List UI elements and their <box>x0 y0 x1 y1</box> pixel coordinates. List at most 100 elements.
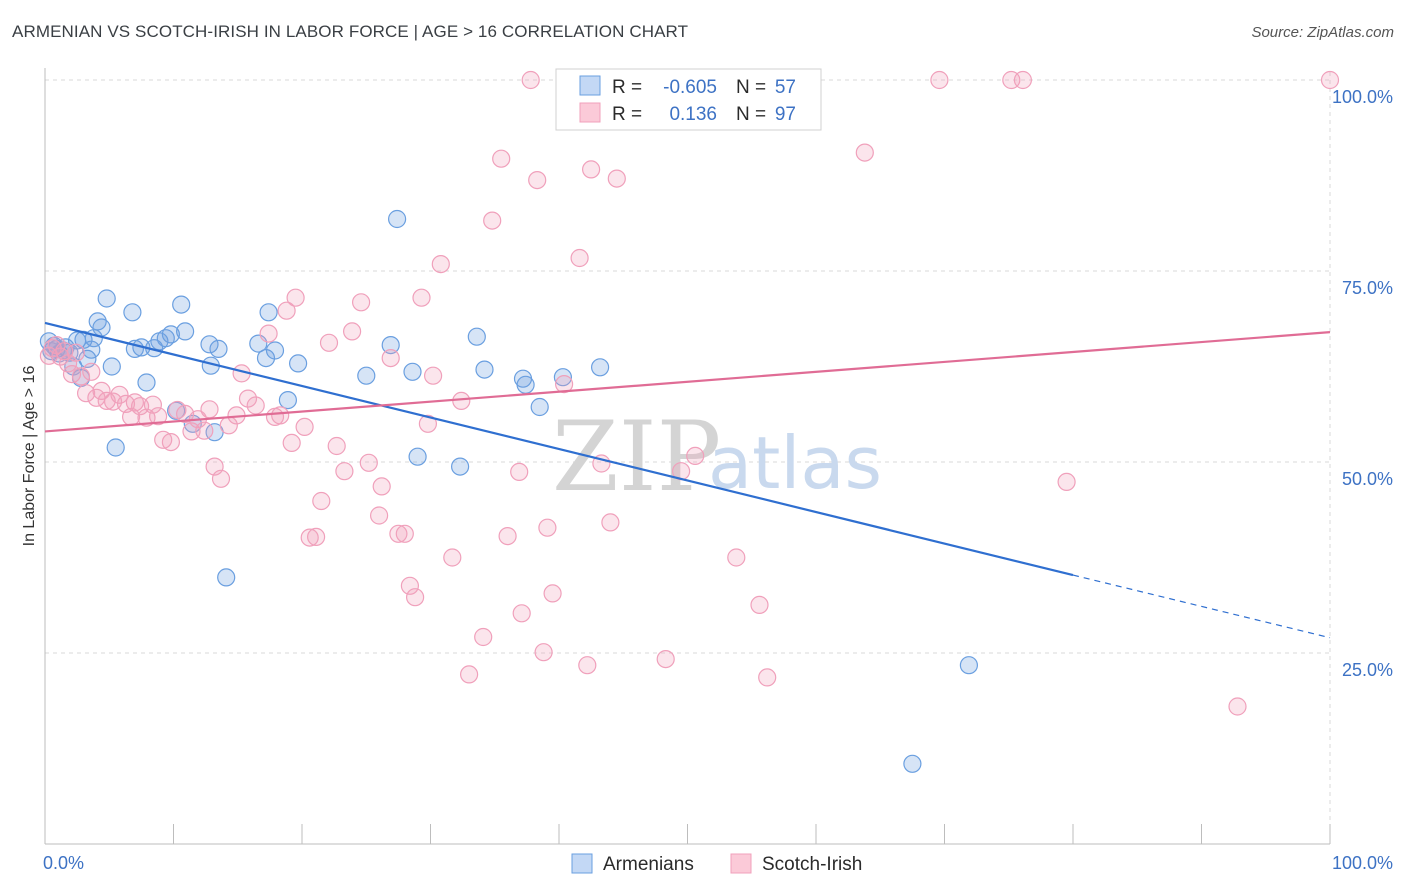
point-armenians-56 <box>903 754 922 773</box>
point-scotch-irish-45 <box>300 528 319 547</box>
point-scotch-irish-82 <box>578 656 597 675</box>
bottom-legend-swatch-armenians <box>571 853 593 874</box>
point-scotch-irish-75 <box>528 171 547 190</box>
point-armenians-55 <box>590 358 610 377</box>
point-armenians-50 <box>475 360 494 379</box>
point-armenians-57 <box>959 656 979 675</box>
bottom-legend-label-armenians: Armenians <box>603 854 694 875</box>
legend-n-value-1: 57 <box>775 77 796 98</box>
point-scotch-irish-38 <box>259 324 278 343</box>
point-armenians-29 <box>172 295 191 314</box>
y-tick-labels: 25.0% 50.0% 75.0% 100.0% <box>1332 87 1393 680</box>
point-scotch-irish-77 <box>538 518 557 537</box>
trend-line-armenians-extension <box>1072 574 1331 639</box>
y-axis-title: In Labor Force | Age > 16 <box>21 366 38 547</box>
point-scotch-irish-55 <box>372 477 391 496</box>
point-armenians-47 <box>408 447 427 466</box>
point-scotch-irish-8 <box>71 367 91 386</box>
point-scotch-irish-53 <box>359 453 378 472</box>
point-scotch-irish-64 <box>431 255 450 274</box>
legend-r-label-1: R = <box>612 77 642 98</box>
point-scotch-irish-7 <box>66 343 85 362</box>
point-scotch-irish-62 <box>418 414 437 433</box>
point-scotch-irish-56 <box>381 349 400 368</box>
point-armenians-40 <box>265 341 285 360</box>
x-tick-label-100: 100.0% <box>1332 853 1393 873</box>
point-scotch-irish-52 <box>352 293 371 312</box>
y-tick-label-50: 50.0% <box>1342 469 1393 489</box>
source-label: Source: ZipAtlas.com <box>1251 24 1394 41</box>
point-scotch-irish-30 <box>200 400 219 419</box>
legend-swatch-armenians <box>579 75 601 96</box>
correlation-legend: R = -0.605 N = 57 R = 0.136 N = 97 <box>555 68 822 131</box>
watermark: ZIP atlas <box>552 401 882 513</box>
point-armenians-19 <box>106 438 125 457</box>
point-scotch-irish-94 <box>855 143 874 162</box>
bottom-legend-label-scotch-irish: Scotch-Irish <box>762 854 862 875</box>
point-scotch-irish-86 <box>607 169 626 188</box>
point-scotch-irish-15 <box>110 385 129 404</box>
point-armenians-35 <box>209 339 228 358</box>
point-armenians-52 <box>516 375 535 394</box>
point-scotch-irish-10 <box>82 362 101 381</box>
point-armenians-53 <box>530 397 549 417</box>
point-scotch-irish-67 <box>460 665 479 684</box>
point-scotch-irish-74 <box>521 70 540 90</box>
point-armenians-16 <box>92 318 111 337</box>
point-scotch-irish-68 <box>474 627 493 647</box>
point-armenians-32 <box>200 335 219 354</box>
point-scotch-irish-21 <box>143 395 162 414</box>
point-scotch-irish-57 <box>389 524 408 543</box>
point-scotch-irish-46 <box>307 527 326 547</box>
point-armenians-18 <box>102 357 121 376</box>
point-scotch-irish-42 <box>282 433 301 452</box>
point-scotch-irish-72 <box>510 462 529 481</box>
legend-n-label-1: N = <box>736 77 766 98</box>
legend-swatch-scotch-irish <box>579 102 601 123</box>
point-scotch-irish-59 <box>400 576 419 595</box>
point-scotch-irish-24 <box>161 433 180 452</box>
point-scotch-irish-48 <box>319 333 339 352</box>
bottom-legend-swatch-scotch-irish <box>730 853 752 874</box>
series-scotch-irish <box>39 70 1340 716</box>
point-armenians-44 <box>381 336 400 355</box>
point-armenians-20 <box>123 303 142 322</box>
point-scotch-irish-29 <box>195 421 214 440</box>
point-scotch-irish-36 <box>238 389 258 408</box>
legend-r-label-2: R = <box>612 104 642 125</box>
point-scotch-irish-78 <box>543 584 562 603</box>
point-scotch-irish-95 <box>930 70 949 90</box>
point-armenians-48 <box>451 457 470 476</box>
legend-r-value-1: -0.605 <box>663 77 717 98</box>
point-scotch-irish-58 <box>395 524 414 543</box>
point-scotch-irish-41 <box>277 301 296 320</box>
point-scotch-irish-79 <box>554 375 574 394</box>
point-scotch-irish-54 <box>370 506 389 525</box>
legend-r-value-2: 0.136 <box>669 104 717 125</box>
point-scotch-irish-90 <box>686 446 705 465</box>
point-scotch-irish-70 <box>492 149 511 168</box>
point-armenians-39 <box>259 303 278 322</box>
point-scotch-irish-65 <box>443 548 462 567</box>
trend-line-armenians <box>44 321 1074 577</box>
point-scotch-irish-97 <box>1013 70 1033 90</box>
point-armenians-45 <box>388 209 407 229</box>
point-scotch-irish-73 <box>512 604 531 623</box>
point-armenians-46 <box>403 362 422 381</box>
point-armenians-43 <box>357 366 376 385</box>
y-tick-label-25: 25.0% <box>1342 660 1393 680</box>
point-scotch-irish-76 <box>534 643 553 662</box>
point-scotch-irish-32 <box>211 469 231 488</box>
point-scotch-irish-50 <box>335 462 354 481</box>
trend-line-scotch-irish <box>44 331 1331 433</box>
watermark-atlas: atlas <box>708 421 882 505</box>
point-armenians-17 <box>97 289 116 308</box>
point-scotch-irish-91 <box>727 548 746 567</box>
point-armenians-42 <box>289 354 308 373</box>
point-scotch-irish-98 <box>1057 472 1076 491</box>
point-scotch-irish-37 <box>246 396 265 415</box>
point-scotch-irish-71 <box>498 526 517 546</box>
point-armenians-27 <box>161 325 180 344</box>
point-scotch-irish-12 <box>92 381 111 400</box>
point-scotch-irish-9 <box>76 384 96 403</box>
